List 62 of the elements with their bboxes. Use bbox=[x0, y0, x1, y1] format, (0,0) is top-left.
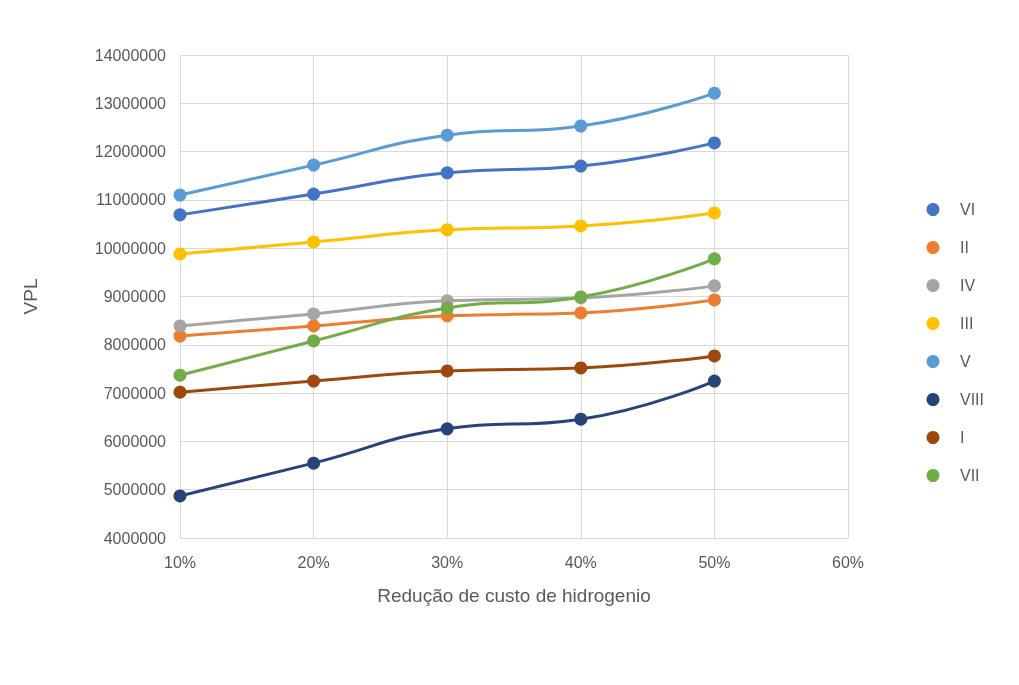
legend-label: VII bbox=[959, 467, 980, 484]
point bbox=[173, 489, 187, 503]
y-tick-label: 10000000 bbox=[94, 239, 167, 257]
point bbox=[307, 307, 321, 321]
point bbox=[707, 293, 721, 307]
point bbox=[307, 334, 321, 348]
point bbox=[707, 279, 721, 293]
y-tick-label: 11000000 bbox=[96, 191, 167, 209]
legend-label: VIII bbox=[959, 391, 985, 408]
point bbox=[707, 86, 721, 100]
point bbox=[707, 206, 721, 220]
y-tick-label: 7000000 bbox=[103, 384, 167, 402]
point bbox=[574, 361, 588, 375]
x-tick-label: 40% bbox=[564, 553, 597, 571]
point bbox=[440, 422, 454, 436]
point bbox=[173, 385, 187, 399]
legend-label: IV bbox=[959, 277, 976, 294]
y-tick-label: 14000000 bbox=[94, 46, 167, 64]
legend-label: V bbox=[959, 353, 971, 370]
x-axis-title: Redução de custo de hidrogenio bbox=[377, 585, 651, 606]
point bbox=[707, 349, 721, 363]
legend-label: II bbox=[959, 239, 969, 256]
point bbox=[307, 456, 321, 470]
point bbox=[173, 368, 187, 382]
point bbox=[173, 319, 187, 333]
point bbox=[440, 128, 454, 142]
point bbox=[440, 364, 454, 378]
x-tick-label: 30% bbox=[431, 553, 464, 571]
point bbox=[574, 219, 588, 233]
y-tick-label: 6000000 bbox=[103, 432, 167, 450]
point bbox=[307, 235, 321, 249]
y-axis-title: VPL bbox=[20, 278, 41, 315]
point bbox=[307, 158, 321, 172]
y-tick-label: 12000000 bbox=[94, 143, 167, 161]
point bbox=[173, 247, 187, 261]
y-tick-label: 9000000 bbox=[103, 288, 167, 305]
y-tick-label: 8000000 bbox=[103, 336, 167, 354]
point bbox=[574, 119, 588, 133]
legend-label: VI bbox=[959, 201, 976, 218]
point bbox=[440, 166, 454, 180]
y-tick-label: 5000000 bbox=[103, 481, 167, 499]
legend-label: I bbox=[959, 429, 965, 446]
x-tick-label: 50% bbox=[698, 553, 731, 571]
point bbox=[440, 223, 454, 237]
point bbox=[707, 252, 721, 266]
point bbox=[173, 188, 187, 202]
point bbox=[707, 374, 721, 388]
x-tick-label: 10% bbox=[163, 553, 197, 571]
point bbox=[440, 301, 454, 315]
y-tick-label: 13000000 bbox=[94, 94, 167, 112]
legend-label: III bbox=[959, 315, 974, 332]
y-tick-label: 4000000 bbox=[103, 529, 167, 547]
point bbox=[307, 187, 321, 201]
point bbox=[574, 306, 588, 320]
point bbox=[173, 208, 187, 222]
point bbox=[574, 412, 588, 426]
x-tick-label: 60% bbox=[831, 553, 865, 571]
point bbox=[307, 374, 321, 388]
point bbox=[707, 136, 721, 150]
point bbox=[574, 159, 588, 173]
x-tick-label: 20% bbox=[297, 553, 330, 571]
point bbox=[307, 319, 321, 333]
